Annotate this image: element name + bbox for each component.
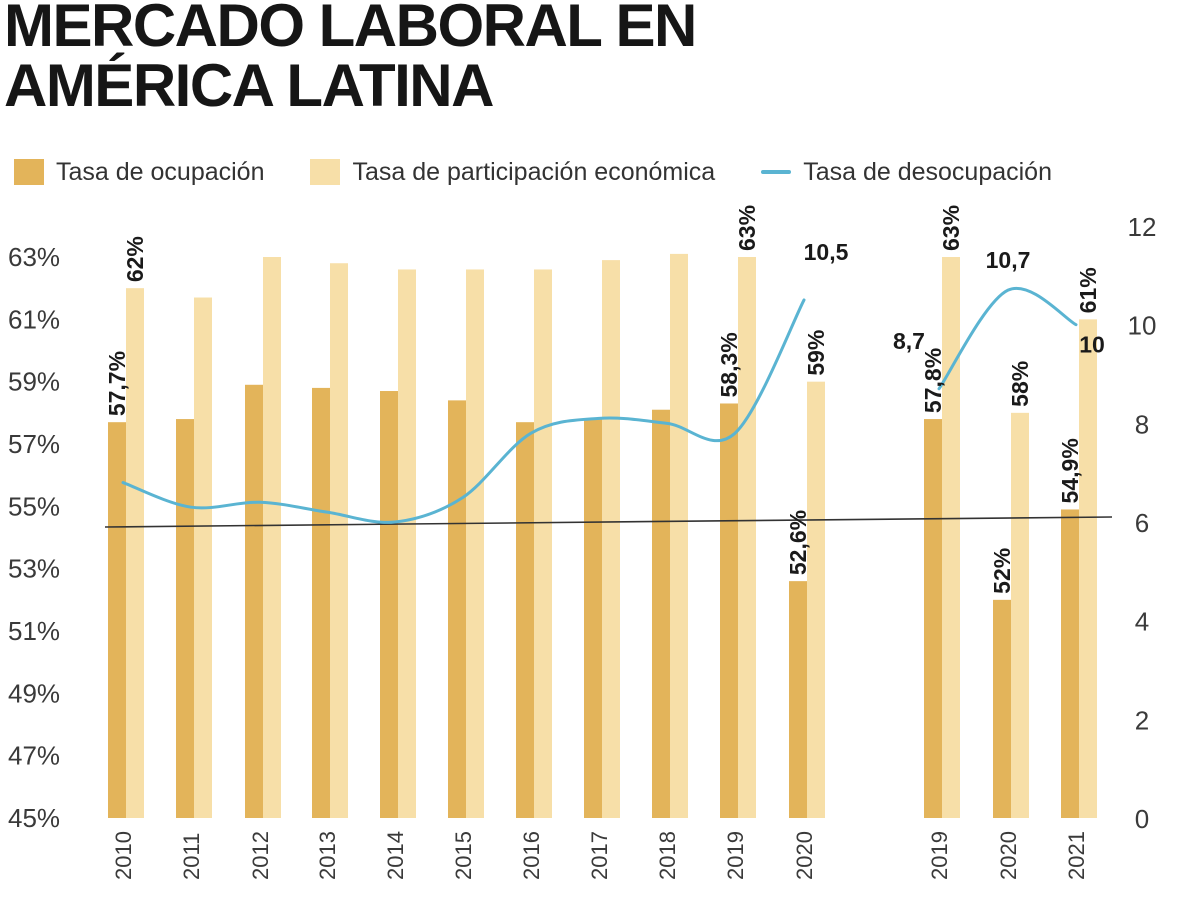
legend-label-participacion: Tasa de participación económica <box>352 157 716 186</box>
bar-series <box>108 253 1097 819</box>
legend-label-desocupacion: Tasa de desocupación <box>803 157 1052 186</box>
right-axis-tick-label: 2 <box>1135 705 1149 735</box>
x-axis-year-label: 2019 <box>723 831 748 880</box>
bar-ocupacion <box>993 599 1011 818</box>
bar-participacion <box>466 269 484 818</box>
data-labels: 57,7% 62% 58,3% 63% 52,6% 59% 57,8% 63% 52% 58% 54… <box>104 205 1105 594</box>
bar-ocupacion <box>584 419 602 818</box>
bar-participacion <box>942 257 960 818</box>
desocupacion-line <box>121 298 806 524</box>
ocupacion-data-label: 57,7% <box>104 351 130 416</box>
x-axis-year-label: 2016 <box>519 831 544 880</box>
bar-ocupacion <box>652 409 670 818</box>
bar-ocupacion <box>176 419 194 818</box>
bar-participacion <box>194 297 212 818</box>
legend-line-desocupacion <box>761 170 792 174</box>
left-axis-tick-label: 51% <box>8 616 60 646</box>
bar-participacion <box>534 269 552 818</box>
bar-ocupacion <box>789 581 807 818</box>
participacion-data-label: 59% <box>803 330 829 376</box>
bar-ocupacion <box>108 422 126 818</box>
chart-title-line-1: MERCADO LABORAL EN <box>4 0 697 59</box>
desocupacion-data-label: 10,5 <box>804 239 849 265</box>
bar-participacion <box>1079 319 1097 818</box>
right-axis-tick-label: 12 <box>1128 212 1157 242</box>
legend-swatch-ocupacion <box>14 159 44 185</box>
ocupacion-data-label: 58,3% <box>716 332 742 397</box>
bar-ocupacion <box>312 387 330 818</box>
participacion-data-label: 58% <box>1007 361 1033 407</box>
left-axis: 63% 61% 59% 57% 55% 53% 51% 49% 47% 45% <box>8 242 60 833</box>
right-axis-tick-label: 8 <box>1135 409 1149 439</box>
bar-ocupacion <box>924 419 942 818</box>
x-axis: 2010 2011 2012 2013 2014 2015 2016 2017 2018 2019… <box>111 831 1089 880</box>
x-axis-year-label: 2021 <box>1064 831 1089 880</box>
bar-ocupacion <box>448 400 466 818</box>
chart-title-line-2: AMÉRICA LATINA <box>4 52 494 119</box>
reference-line-6 <box>104 516 1113 528</box>
x-axis-year-label: 2013 <box>315 831 340 880</box>
bar-ocupacion <box>1061 509 1079 818</box>
ocupacion-data-label: 54,9% <box>1057 438 1083 503</box>
right-axis-tick-label: 10 <box>1128 311 1157 341</box>
x-axis-year-label: 2017 <box>587 831 612 880</box>
right-axis-tick-label: 6 <box>1135 508 1149 538</box>
right-axis-tick-label: 4 <box>1135 607 1149 637</box>
legend-swatch-participacion <box>310 159 341 185</box>
bar-participacion <box>1011 412 1029 818</box>
left-axis-tick-label: 53% <box>8 554 60 584</box>
left-axis-tick-label: 55% <box>8 491 60 521</box>
legend-label-ocupacion: Tasa de ocupación <box>56 157 265 186</box>
participacion-data-label: 62% <box>122 236 148 282</box>
bar-participacion <box>263 257 281 818</box>
x-axis-year-label: 2011 <box>179 833 204 880</box>
left-axis-tick-label: 59% <box>8 367 60 397</box>
participacion-data-label: 63% <box>938 205 964 251</box>
x-axis-year-label: 2012 <box>248 831 273 880</box>
bar-participacion <box>807 381 825 818</box>
x-axis-year-label: 2019 <box>927 831 952 880</box>
ocupacion-data-label: 52% <box>989 548 1015 594</box>
legend-item-participacion: Tasa de participación económica <box>310 158 715 187</box>
bar-participacion <box>602 260 620 818</box>
bar-participacion <box>126 288 144 819</box>
right-axis: 12 10 8 6 4 2 0 <box>1128 212 1157 834</box>
left-axis-tick-label: 49% <box>8 678 60 708</box>
bar-ocupacion <box>516 422 534 818</box>
left-axis-tick-label: 57% <box>8 429 60 459</box>
participacion-data-label: 61% <box>1075 267 1101 313</box>
bar-participacion <box>398 269 416 818</box>
x-axis-year-label: 2015 <box>451 831 476 880</box>
bar-ocupacion <box>245 384 263 818</box>
x-axis-year-label: 2020 <box>792 831 817 880</box>
bar-participacion <box>738 257 756 818</box>
x-axis-year-label: 2014 <box>383 831 408 880</box>
legend-item-desocupacion: Tasa de desocupación <box>761 158 1052 187</box>
desocupacion-data-label: 10,7 <box>986 247 1031 273</box>
bar-participacion <box>330 263 348 818</box>
x-axis-year-label: 2020 <box>996 831 1021 880</box>
participacion-data-label: 63% <box>734 205 760 251</box>
chart-legend: Tasa de ocupación Tasa de participación … <box>14 154 1098 190</box>
desocupacion-data-label: 8,7 <box>893 328 925 354</box>
left-axis-tick-label: 45% <box>8 803 60 833</box>
x-axis-year-label: 2010 <box>111 831 136 880</box>
desocupacion-data-label: 10 <box>1079 332 1105 358</box>
bar-ocupacion <box>720 403 738 818</box>
left-axis-tick-label: 61% <box>8 304 60 334</box>
ocupacion-data-label: 52,6% <box>785 510 811 575</box>
right-axis-tick-label: 0 <box>1135 804 1149 834</box>
desocupacion-line-series <box>121 286 1078 524</box>
left-axis-tick-label: 47% <box>8 741 60 771</box>
left-axis-tick-label: 63% <box>8 242 60 272</box>
legend-item-ocupacion: Tasa de ocupación <box>14 158 264 187</box>
bar-participacion <box>670 253 688 819</box>
chart-title: MERCADO LABORAL EN AMÉRICA LATINA <box>4 0 697 119</box>
desocupacion-line <box>937 286 1078 391</box>
ocupacion-data-label: 57,8% <box>920 348 946 413</box>
x-axis-year-label: 2018 <box>655 831 680 880</box>
bar-ocupacion <box>380 391 398 818</box>
